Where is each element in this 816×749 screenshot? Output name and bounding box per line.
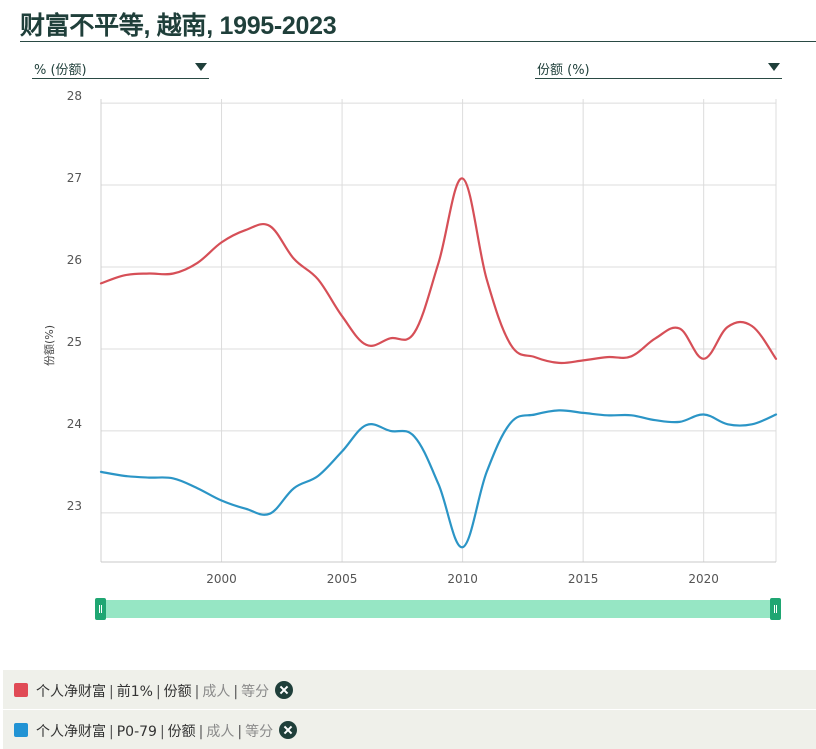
unit-selector-dropdown[interactable]: % (份额) <box>32 54 209 79</box>
legend-item-top-1: 个人净财富 | 前1% | 份额 | 成人 | 等分 <box>3 670 816 709</box>
y-tick-label: 26 <box>67 253 82 267</box>
page-title: 财富不平等, 越南, 1995-2023 <box>20 12 337 40</box>
remove-series-icon[interactable] <box>279 721 298 739</box>
x-tick-label: 2015 <box>568 572 599 586</box>
series-line-2 <box>99 409 778 549</box>
legend-swatch <box>14 723 28 737</box>
unit-selector-label: % (份额) <box>34 63 87 78</box>
legend-part-population: 成人 <box>202 684 231 700</box>
series-line-1 <box>99 177 778 365</box>
legend-part-indicator: 个人净财富 <box>36 724 106 740</box>
legend-part-split: 等分 <box>245 724 274 740</box>
x-tick-label: 2010 <box>447 572 478 586</box>
y-tick-label: 28 <box>67 89 82 103</box>
legend-part-measure: 份额 <box>167 724 196 740</box>
x-tick-label: 2020 <box>688 572 719 586</box>
range-slider-track[interactable] <box>100 600 776 618</box>
y-tick-label: 25 <box>67 335 82 349</box>
caret-down-icon <box>195 63 207 71</box>
legend-part-measure: 份额 <box>163 684 192 700</box>
legend-part-split: 等分 <box>241 684 270 700</box>
legend-item-p0-79: 个人净财富 | P0-79 | 份额 | 成人 | 等分 <box>3 710 816 749</box>
y-tick-label: 23 <box>67 499 82 513</box>
y-tick-label: 24 <box>67 417 82 431</box>
chart-labels: 23 24 25 26 27 28 2000 2005 2010 2015 2020 份额(%) <box>43 89 719 586</box>
range-slider-start-handle[interactable] <box>95 598 106 620</box>
remove-series-icon[interactable] <box>275 681 294 699</box>
caret-down-icon <box>768 63 780 71</box>
chart-series <box>99 177 778 549</box>
title-divider <box>20 41 816 42</box>
legend-part-indicator: 个人净财富 <box>36 684 106 700</box>
y-tick-label: 27 <box>67 171 82 185</box>
y-axis-title: 份额(%) <box>43 325 56 366</box>
legend-part-group: P0-79 <box>116 724 157 740</box>
measure-selector-dropdown[interactable]: 份额 (%) <box>535 54 782 79</box>
legend-label: 个人净财富 | 前1% | 份额 | 成人 | 等分 <box>36 681 294 701</box>
legend-label: 个人净财富 | P0-79 | 份额 | 成人 | 等分 <box>36 721 298 741</box>
line-chart: 23 24 25 26 27 28 2000 2005 2010 2015 2020 份额(%) <box>43 89 778 586</box>
range-slider-end-handle[interactable] <box>770 598 781 620</box>
legend-part-group: 前1% <box>116 684 153 700</box>
x-tick-label: 2005 <box>327 572 358 586</box>
chart-axes <box>100 99 777 563</box>
legend-swatch <box>14 683 28 697</box>
chart-grid <box>101 99 776 562</box>
legend-part-population: 成人 <box>206 724 235 740</box>
x-tick-label: 2000 <box>206 572 237 586</box>
measure-selector-label: 份额 (%) <box>537 63 590 78</box>
